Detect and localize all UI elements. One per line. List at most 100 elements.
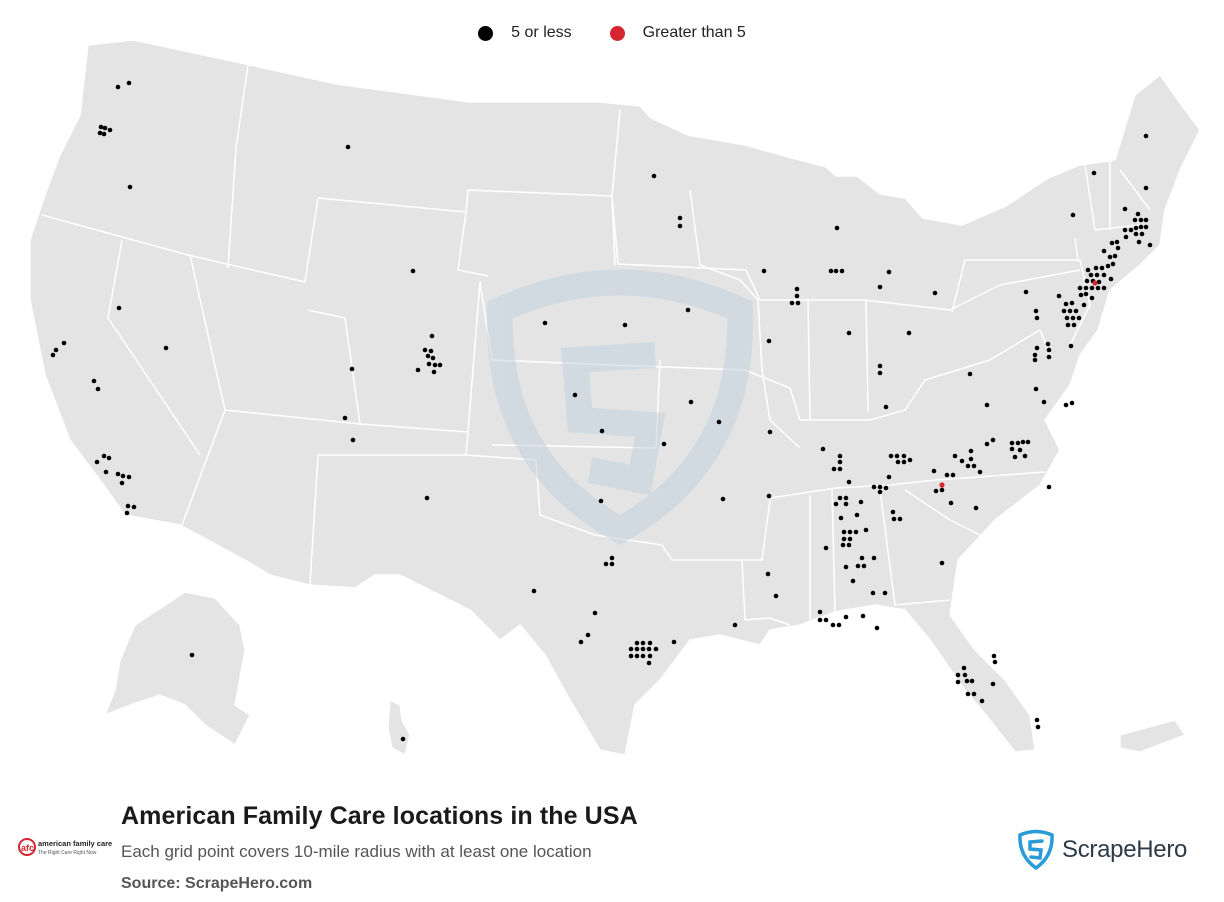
location-point [640, 646, 646, 652]
location-point [871, 484, 877, 490]
alaska-shape [104, 591, 251, 746]
legend-dot-red [609, 25, 625, 41]
location-point [1065, 322, 1071, 328]
location-point [1068, 343, 1074, 349]
location-point [1041, 399, 1047, 405]
location-point [1143, 133, 1149, 139]
location-point [839, 268, 845, 274]
location-point [1033, 386, 1039, 392]
scrapehero-logo[interactable]: ScrapeHero [1016, 828, 1206, 872]
location-point [350, 437, 356, 443]
location-point [124, 510, 130, 516]
location-point [647, 640, 653, 646]
location-point [964, 678, 970, 684]
location-point [833, 268, 839, 274]
location-point [1034, 717, 1040, 723]
location-point [877, 284, 883, 290]
location-point [732, 622, 738, 628]
location-point [125, 503, 131, 509]
location-point [973, 505, 979, 511]
location-point [858, 499, 864, 505]
location-point [95, 386, 101, 392]
location-point [968, 456, 974, 462]
usa-map [29, 39, 1201, 756]
location-point [877, 370, 883, 376]
location-point [429, 333, 435, 339]
location-point [1017, 447, 1023, 453]
location-point [955, 679, 961, 685]
location-point [94, 459, 100, 465]
location-point [116, 305, 122, 311]
location-point [877, 489, 883, 495]
location-point [1147, 242, 1153, 248]
location-point [688, 399, 694, 405]
location-point [1088, 272, 1094, 278]
location-point [651, 173, 657, 179]
location-point [1091, 170, 1097, 176]
location-point [578, 639, 584, 645]
location-point [965, 463, 971, 469]
location-point [1064, 315, 1070, 321]
legend-label: Greater than 5 [642, 24, 746, 41]
chart-title: American Family Care locations in the US… [121, 802, 638, 830]
location-point [962, 672, 968, 678]
location-point [127, 184, 133, 190]
location-point [437, 362, 443, 368]
location-point [415, 367, 421, 373]
location-point [97, 130, 103, 136]
location-point [1063, 402, 1069, 408]
location-point [531, 588, 537, 594]
location-point [834, 225, 840, 231]
location-point [990, 437, 996, 443]
location-point [120, 473, 126, 479]
location-point [1128, 227, 1134, 233]
location-point [838, 515, 844, 521]
location-point [653, 646, 659, 652]
location-point [1101, 272, 1107, 278]
location-point [428, 348, 434, 354]
location-point [841, 536, 847, 542]
location-point [1046, 347, 1052, 353]
location-point [431, 369, 437, 375]
location-point [959, 458, 965, 464]
location-point [1136, 239, 1142, 245]
location-point [107, 127, 113, 133]
location-point [628, 646, 634, 652]
location-point [965, 691, 971, 697]
location-point [1077, 285, 1083, 291]
location-point [1084, 278, 1090, 284]
location-point [661, 441, 667, 447]
location-point [969, 678, 975, 684]
location-point [101, 453, 107, 459]
location-point [163, 345, 169, 351]
location-point [598, 498, 604, 504]
footer: afc american family care The Right Care … [0, 790, 1224, 902]
location-point [426, 361, 432, 367]
location-point [646, 646, 652, 652]
location-point [1046, 484, 1052, 490]
scrapehero-watermark [486, 269, 754, 545]
location-point [400, 736, 406, 742]
location-point [1112, 253, 1118, 259]
location-point [863, 527, 869, 533]
location-point [592, 610, 598, 616]
location-point [984, 441, 990, 447]
location-point [61, 340, 67, 346]
location-point [992, 659, 998, 665]
location-point [843, 495, 849, 501]
afc-logo-text: american family care [38, 839, 112, 848]
contiguous-us-shape [29, 39, 1201, 756]
location-point [1046, 354, 1052, 360]
location-point [1032, 352, 1038, 358]
location-point [1020, 439, 1026, 445]
location-point [817, 617, 823, 623]
location-point [1115, 245, 1121, 251]
location-point [1108, 276, 1114, 282]
location-point [944, 472, 950, 478]
location-point [103, 469, 109, 475]
location-point [1123, 234, 1129, 240]
location-point [1114, 239, 1120, 245]
location-point [720, 496, 726, 502]
location-point [1033, 308, 1039, 314]
location-point [640, 640, 646, 646]
